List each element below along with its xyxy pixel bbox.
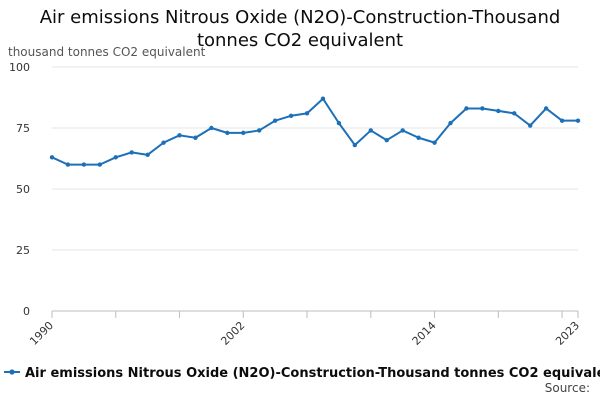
x-tick-label: 2023 <box>553 319 582 348</box>
y-tick-label: 25 <box>16 244 30 257</box>
x-tick-label: 2014 <box>410 319 439 348</box>
y-tick-label: 75 <box>16 122 30 135</box>
data-point <box>225 130 230 136</box>
data-point <box>480 106 485 111</box>
series-line <box>51 97 578 166</box>
data-point <box>113 155 118 160</box>
chart-title: Air emissions Nitrous Oxide (N2O)-Constr… <box>0 6 600 52</box>
data-point <box>145 152 150 158</box>
data-point <box>304 111 310 116</box>
data-point <box>97 162 103 167</box>
y-axis-unit-label: thousand tonnes CO2 equivalent <box>8 45 206 59</box>
data-point <box>512 111 517 116</box>
data-point <box>448 120 453 126</box>
data-point <box>209 125 214 131</box>
y-tick-label: 50 <box>16 183 30 196</box>
data-point <box>575 118 581 123</box>
data-point <box>241 130 246 136</box>
data-point <box>464 106 469 111</box>
legend-label: Air emissions Nitrous Oxide (N2O)-Constr… <box>25 366 600 381</box>
x-tick-label: 1990 <box>27 319 56 348</box>
data-point <box>161 140 166 145</box>
data-point <box>288 113 294 119</box>
data-point <box>177 133 182 138</box>
chart-title-line-2: tonnes CO2 equivalent <box>196 30 404 51</box>
data-point <box>49 155 55 160</box>
chart-title-line-1: Air emissions Nitrous Oxide (N2O)-Constr… <box>39 7 561 28</box>
data-point <box>129 150 134 155</box>
data-point <box>257 128 262 133</box>
data-point <box>400 128 405 133</box>
data-point <box>496 108 501 114</box>
data-point <box>432 140 437 145</box>
data-point <box>416 135 421 140</box>
data-point <box>352 142 358 148</box>
data-point <box>384 138 389 143</box>
data-point <box>65 162 71 167</box>
data-point <box>543 106 549 111</box>
data-point <box>368 128 373 133</box>
source-label: Source: <box>544 381 590 395</box>
data-point <box>193 135 198 140</box>
data-point <box>81 162 87 167</box>
data-point <box>336 120 342 126</box>
legend-marker <box>9 369 15 375</box>
x-tick-label: 2002 <box>218 319 247 348</box>
y-tick-label: 0 <box>23 305 30 318</box>
data-point <box>320 96 326 101</box>
data-point <box>272 118 278 123</box>
y-tick-label: 100 <box>9 61 30 74</box>
data-point <box>559 118 565 123</box>
data-point <box>527 123 533 128</box>
